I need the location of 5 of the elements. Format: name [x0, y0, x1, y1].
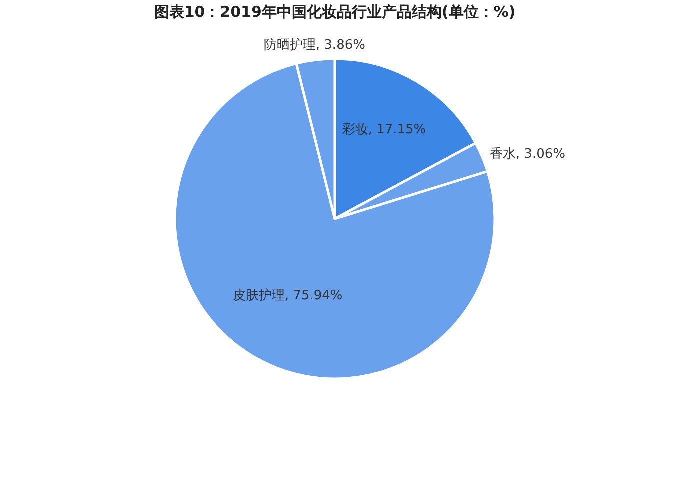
slice-label: 香水, 3.06% [490, 147, 566, 162]
chart-title: 图表10：2019年中国化妆品行业产品结构(单位：%) [154, 3, 516, 21]
slice-label: 彩妆, 17.15% [342, 122, 426, 138]
slice-label: 皮肤护理, 75.94% [232, 288, 343, 304]
slice-label: 防晒护理, 3.86% [264, 38, 366, 54]
